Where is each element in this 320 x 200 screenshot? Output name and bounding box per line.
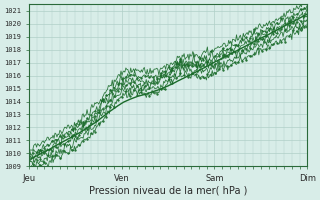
X-axis label: Pression niveau de la mer( hPa ): Pression niveau de la mer( hPa ) [89,186,247,196]
